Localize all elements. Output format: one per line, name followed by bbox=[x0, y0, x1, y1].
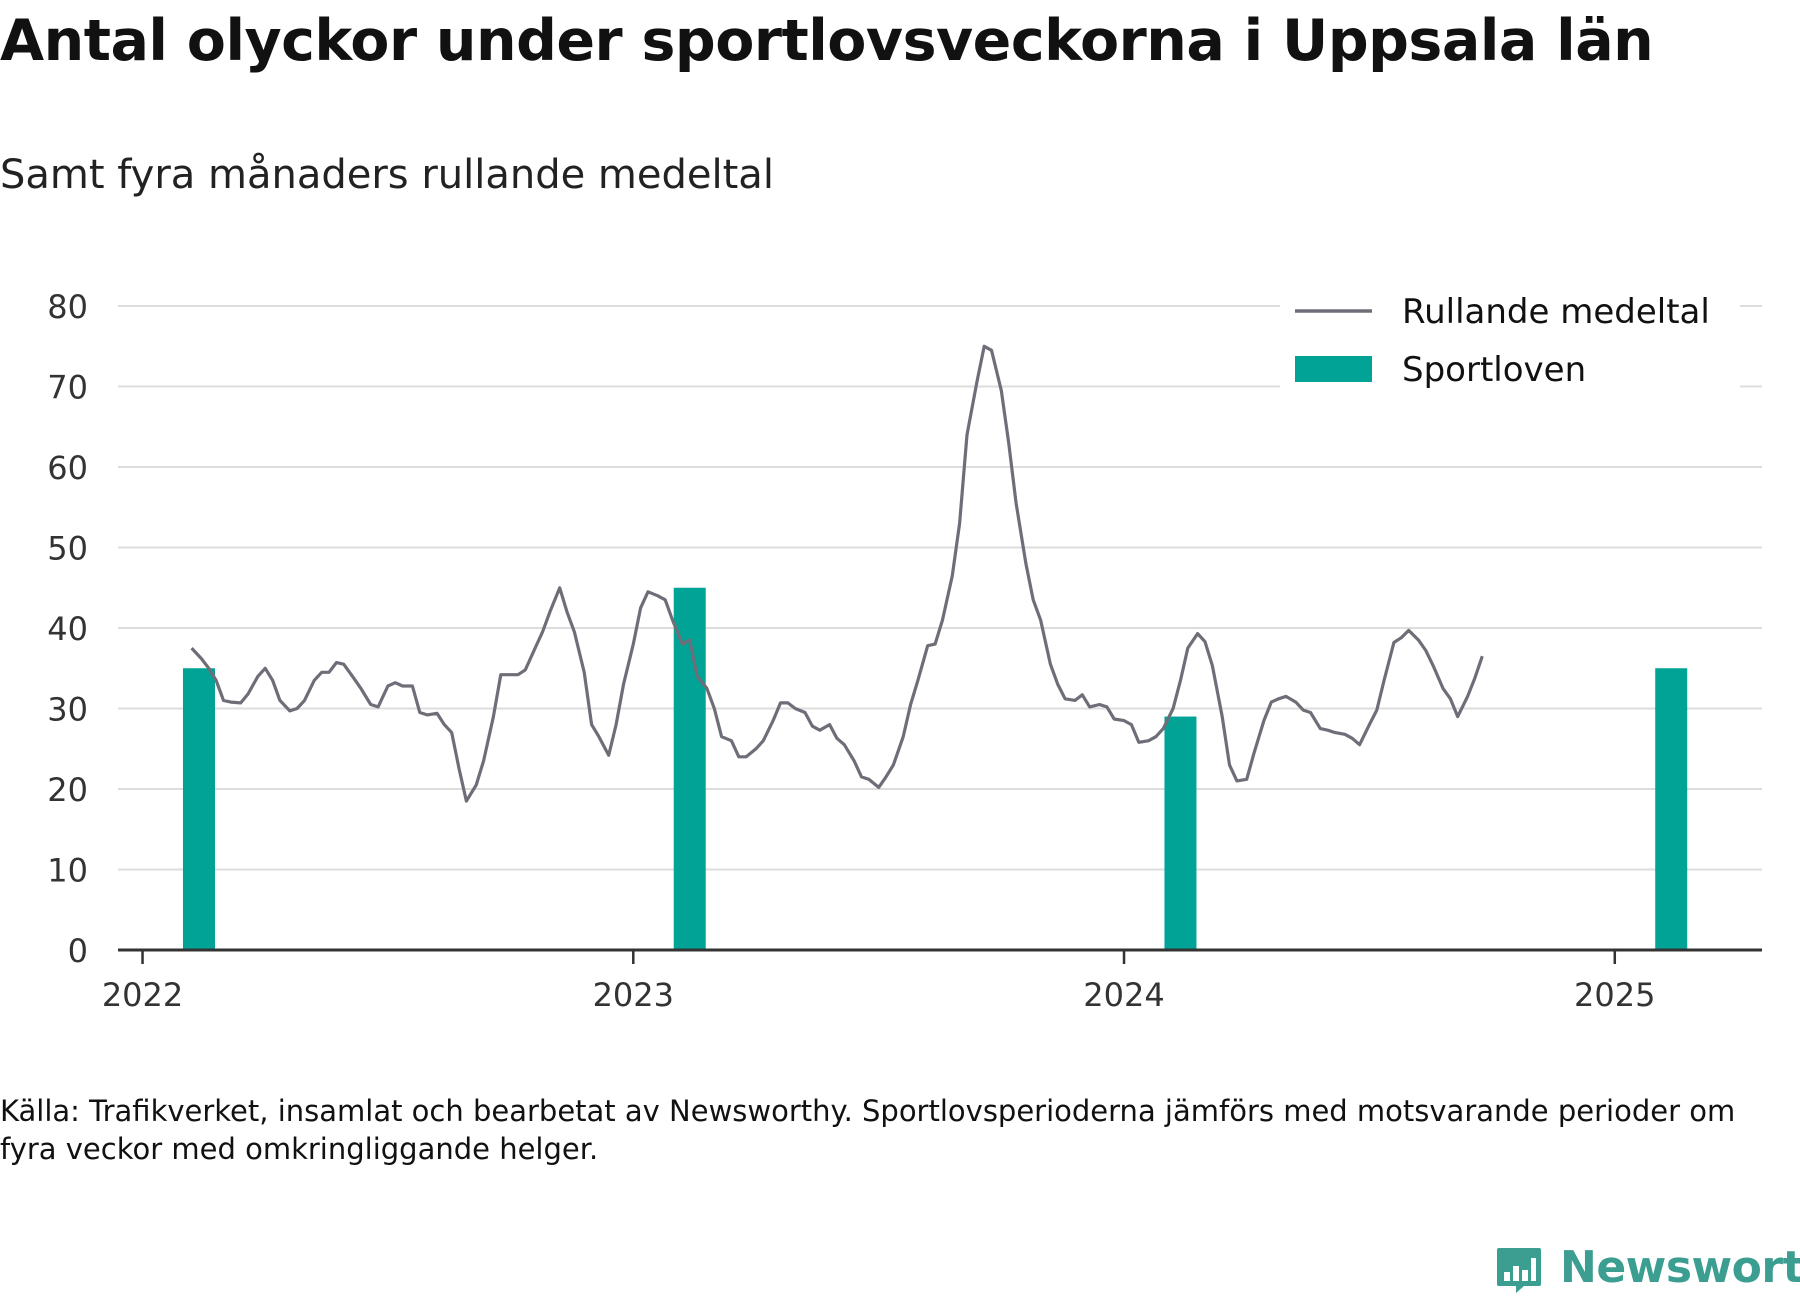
newsworthy-logo-icon bbox=[1497, 1248, 1541, 1293]
bar-sportloven bbox=[182, 668, 215, 950]
source-note: Källa: Trafikverket, insamlat och bearbe… bbox=[0, 1094, 1736, 1166]
chart-title: Antal olyckor under sportlovsveckorna i … bbox=[0, 8, 1654, 74]
newsworthy-logo: Newsworthy bbox=[1490, 1240, 1800, 1298]
y-tick-label: 0 bbox=[68, 932, 88, 970]
y-tick-label: 40 bbox=[47, 610, 88, 648]
legend-swatch-bar bbox=[1295, 356, 1372, 382]
x-tick-label: 2024 bbox=[1083, 976, 1164, 1014]
line-rullande-medeltal bbox=[190, 344, 1484, 803]
x-tick-label: 2025 bbox=[1574, 976, 1655, 1014]
logo-text: Newsworthy bbox=[1560, 1242, 1800, 1293]
y-tick-label: 50 bbox=[47, 530, 88, 568]
legend-label: Sportloven bbox=[1402, 350, 1586, 390]
y-tick-label: 10 bbox=[47, 852, 88, 890]
y-tick-label: 20 bbox=[47, 771, 88, 809]
bar-sportloven bbox=[1655, 668, 1688, 950]
legend-label: Rullande medeltal bbox=[1402, 292, 1710, 332]
y-tick-label: 60 bbox=[47, 449, 88, 487]
y-tick-label: 80 bbox=[47, 288, 88, 326]
bar-sportloven bbox=[1164, 716, 1197, 950]
legend: Rullande medeltal Sportloven bbox=[1280, 282, 1740, 400]
x-tick-label: 2022 bbox=[102, 976, 183, 1014]
y-tick-label: 70 bbox=[47, 369, 88, 407]
chart-subtitle: Samt fyra månaders rullande medeltal bbox=[0, 152, 774, 198]
y-tick-label: 30 bbox=[47, 691, 88, 729]
x-tick-label: 2023 bbox=[593, 976, 674, 1014]
chart: 0 10 20 30 40 50 60 70 80 2022 2023 2024 2025 Rulland… bbox=[47, 282, 1762, 1014]
